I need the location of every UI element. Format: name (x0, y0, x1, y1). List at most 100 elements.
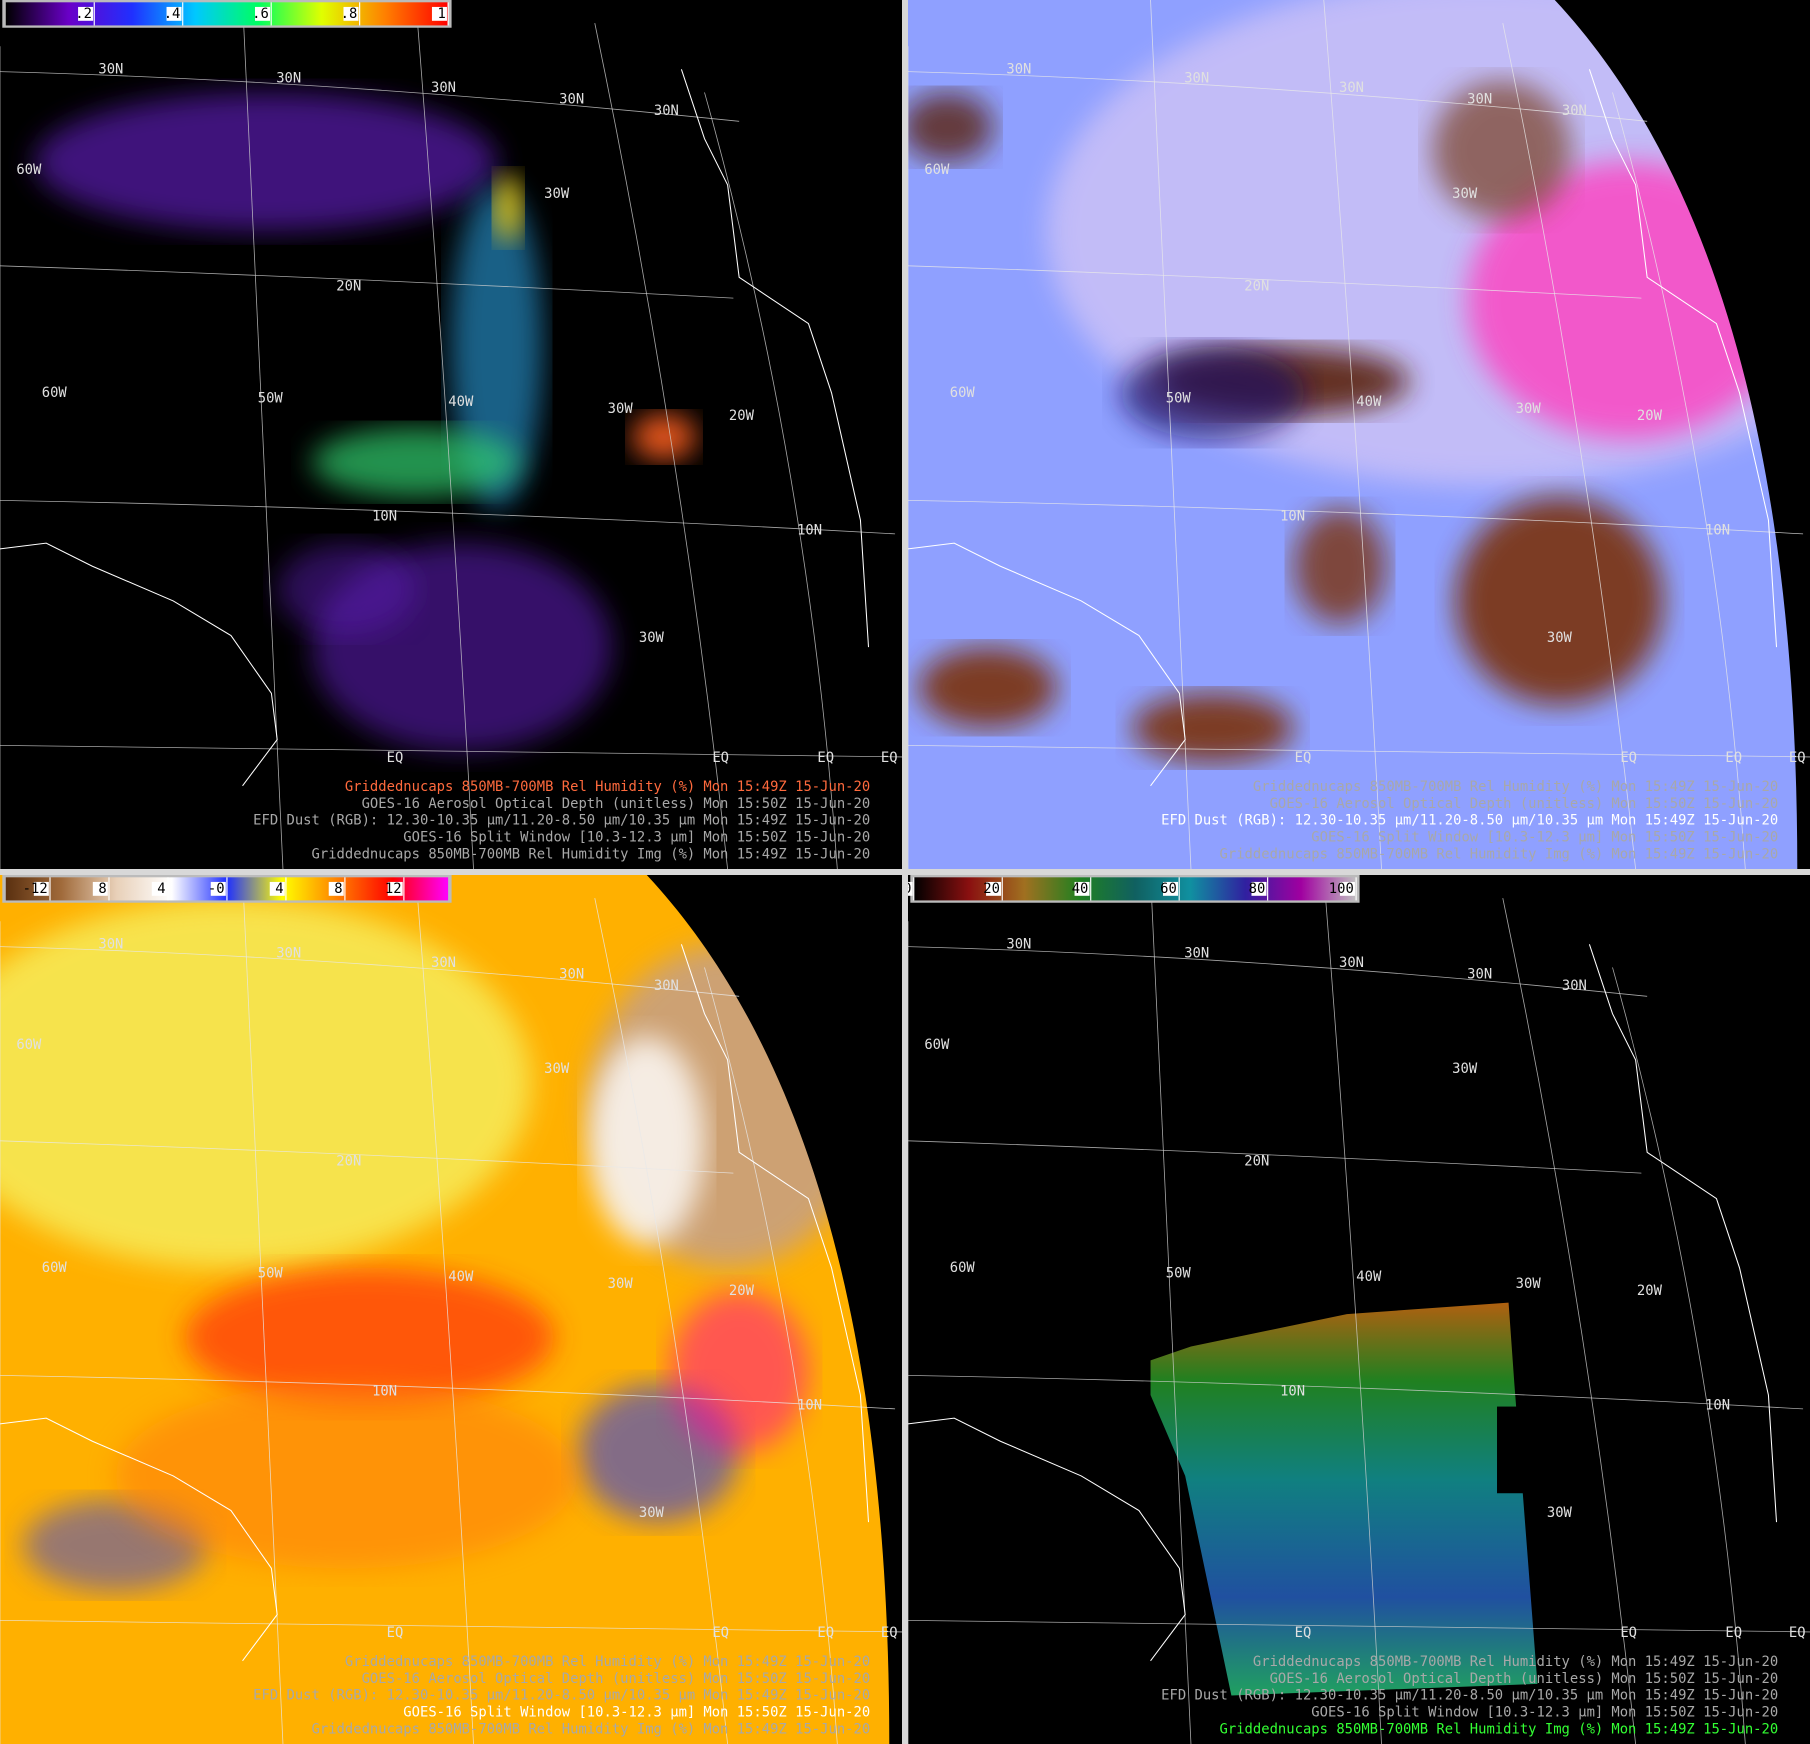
image-region (918, 647, 1057, 729)
colorbar-tick-label: 8 (334, 881, 342, 897)
layer-time: Mon 15:49Z 15-Jun-20 (1611, 1721, 1778, 1737)
image-region (1455, 496, 1664, 705)
tick-label-box (343, 6, 359, 21)
colorbar-tick-label: .8 (341, 6, 358, 22)
grid-label: 30N (431, 80, 456, 96)
grid-label: 30W (1516, 1276, 1542, 1292)
grid-label: 60W (924, 162, 950, 178)
grid-label: 30N (559, 91, 584, 107)
grid-label: 30N (654, 978, 679, 994)
image-region (311, 427, 520, 497)
layer-name: GOES-16 Split Window [10.3-12.3 µm] (403, 1705, 695, 1721)
image-region (1497, 1406, 1538, 1494)
panel: 30N 30N 30N 30N 30N 60W 30W 20N 60W 50W 40W 30W 20W 1… (0, 875, 902, 1744)
grid-label: 30N (1562, 978, 1587, 994)
grid-label: EQ (881, 1625, 898, 1641)
graticule (1612, 967, 1746, 1744)
grid-label: 30N (98, 936, 123, 952)
grid-label: 30N (1006, 61, 1031, 77)
grid-label: 20W (1637, 1283, 1663, 1299)
coastline (680, 944, 870, 1523)
tick-label-box (33, 881, 49, 896)
image-region (0, 898, 532, 1268)
grid-label: EQ (712, 750, 729, 766)
grid-label: 60W (42, 385, 68, 401)
grid-label: 50W (258, 391, 284, 407)
layer-time: Mon 15:49Z 15-Jun-20 (703, 1688, 870, 1704)
layer-name: GOES-16 Split Window [10.3-12.3 µm] (1311, 1705, 1603, 1721)
layer-time: Mon 15:49Z 15-Jun-20 (1611, 1688, 1778, 1704)
layer-time: Mon 15:49Z 15-Jun-20 (1611, 1654, 1778, 1670)
grid-label: 60W (950, 385, 976, 401)
image-region (1150, 1302, 1538, 1696)
layer-time: Mon 15:50Z 15-Jun-20 (1611, 1671, 1778, 1687)
image-region (631, 413, 697, 460)
graticule (704, 92, 838, 869)
colorbar-tick-label: 8 (98, 881, 106, 897)
grid-label: 30W (544, 186, 570, 202)
tick-label-box (908, 881, 913, 896)
layer-name: GOES-16 Aerosol Optical Depth (unitless) (1270, 796, 1604, 812)
grid-label: EQ (1620, 750, 1637, 766)
grid-label: 30N (1339, 955, 1364, 971)
grid-label: 30W (1547, 1505, 1573, 1521)
layer-time: Mon 15:50Z 15-Jun-20 (1611, 830, 1778, 846)
layer-time: Mon 15:49Z 15-Jun-20 (1611, 779, 1778, 795)
graticule (0, 1619, 902, 1633)
graticule (908, 1619, 1810, 1633)
graticule (415, 875, 474, 1744)
grid-label: 30W (1452, 1061, 1478, 1077)
tick-label-box (269, 881, 285, 896)
tick-label-box (1074, 881, 1090, 896)
grid-label: 20W (729, 1283, 755, 1299)
coastline (0, 542, 278, 787)
tick-label-box (166, 6, 182, 21)
image-region (1293, 508, 1387, 625)
tick-label-box (1339, 881, 1355, 896)
layer-name: Griddednucaps 850MB-700MB Rel Humidity I… (312, 1721, 696, 1737)
graticule (0, 265, 734, 299)
grid-label: EQ (1725, 1625, 1742, 1641)
grid-label: 10N (797, 522, 822, 538)
tick-label-box (431, 6, 447, 21)
grid-label: 20W (1637, 408, 1663, 424)
grid-label: 30N (654, 103, 679, 119)
space (1554, 0, 1810, 869)
tick-label-box (1163, 881, 1179, 896)
layer-time: Mon 15:50Z 15-Jun-20 (703, 1671, 870, 1687)
grid-label: 30N (1006, 936, 1031, 952)
grid-label: 20W (729, 408, 755, 424)
layer-time: Mon 15:50Z 15-Jun-20 (703, 796, 870, 812)
grid-label: 30W (608, 1276, 634, 1292)
graticule (1150, 875, 1192, 1744)
tick-label-box (92, 881, 108, 896)
grid-label: EQ (1295, 750, 1312, 766)
grid-label: EQ (1620, 1625, 1637, 1641)
graticule (242, 0, 284, 869)
graticule (908, 499, 1804, 535)
grid-label: 50W (258, 1266, 284, 1282)
layer-name: Griddednucaps 850MB-700MB Rel Humidity I… (312, 846, 696, 862)
grid-label: 10N (797, 1397, 822, 1413)
colorbar-tick-label: .4 (164, 6, 181, 22)
graticule (1612, 92, 1746, 869)
coastline (1588, 944, 1778, 1523)
image-region (450, 184, 543, 509)
layer-time: Mon 15:50Z 15-Jun-20 (703, 1705, 870, 1721)
grid-label: EQ (1295, 1625, 1312, 1641)
colorbar-tick-label: 12 (385, 881, 402, 897)
grid-label: 30N (1184, 71, 1209, 87)
panel: 30N 30N 30N 30N 30N 60W 30W 20N 60W 50W 40W 30W 20W 1… (908, 875, 1810, 1744)
colorbar-tick-label: 20 (983, 881, 1000, 897)
layer-time: Mon 15:49Z 15-Jun-20 (703, 1721, 870, 1737)
colorbar-tick-label: 4 (157, 881, 165, 897)
layer-name: Griddednucaps 850MB-700MB Rel Humidity (… (1253, 779, 1603, 795)
grid-label: EQ (1789, 750, 1806, 766)
tick-label-box (387, 881, 403, 896)
grid-label: 40W (1356, 394, 1382, 410)
grid-label: 10N (1280, 509, 1305, 525)
grid-label: 20N (1244, 1154, 1269, 1170)
grid-label: EQ (387, 1625, 404, 1641)
colorbar-tick-label: 4 (275, 881, 283, 897)
grid-label: 40W (448, 1269, 474, 1285)
